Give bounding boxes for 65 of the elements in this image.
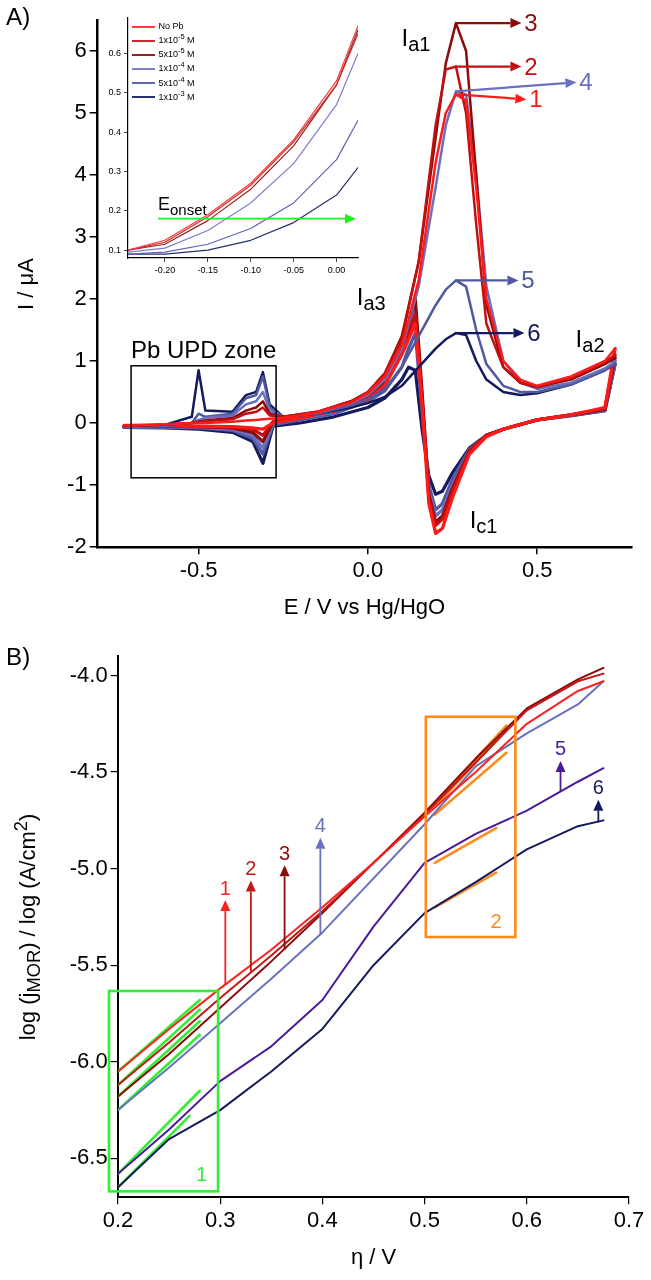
y-tick-label: 0.3 bbox=[108, 165, 121, 176]
annotation: 3 bbox=[524, 9, 538, 37]
annotation: 6 bbox=[527, 319, 541, 347]
x-tick-label: -0.20 bbox=[154, 264, 176, 275]
annotation: 4 bbox=[579, 68, 593, 96]
x-tick-label: 0.5 bbox=[409, 1206, 440, 1232]
y-tick-label: -5.5 bbox=[69, 951, 108, 977]
x-tick-label: 0.3 bbox=[204, 1206, 236, 1232]
annotation: I$_{a2}$ bbox=[575, 324, 605, 356]
x-tick-label: -0.15 bbox=[197, 264, 219, 275]
x-tick-label: 0.4 bbox=[307, 1206, 338, 1232]
y-tick-label: 6 bbox=[74, 37, 87, 63]
y-tick-label: -5.0 bbox=[69, 854, 108, 880]
annotation: 1 bbox=[219, 876, 231, 899]
x-tick-label: 0.5 bbox=[521, 556, 553, 582]
legend-label: 1x10$^{-4}$ M bbox=[158, 60, 195, 74]
y-tick-label: -6.0 bbox=[69, 1047, 108, 1073]
y-tick-label: 2 bbox=[74, 285, 87, 311]
annotation: 5 bbox=[554, 736, 567, 759]
chart-title: B) bbox=[6, 643, 31, 670]
x-tick-label: 0.00 bbox=[327, 264, 346, 275]
x-axis-title: η / V bbox=[350, 1244, 397, 1270]
annotation: I$_{a1}$ bbox=[401, 23, 431, 56]
ref-line-label: E$_{onset}$ bbox=[158, 194, 207, 218]
legend-label: 1x10$^{-5}$ M bbox=[158, 32, 195, 46]
y-tick-label: 0 bbox=[74, 409, 87, 435]
annotation: 1 bbox=[195, 1162, 208, 1185]
y-tick-label: 0.1 bbox=[108, 244, 121, 255]
annotation: 2 bbox=[490, 909, 502, 932]
y-tick-label: -4.0 bbox=[69, 661, 108, 687]
y-tick-label: 0.2 bbox=[108, 205, 121, 216]
x-tick-label: 0.0 bbox=[352, 556, 384, 582]
annotation: 5 bbox=[521, 266, 535, 294]
x-tick-label: -0.10 bbox=[240, 264, 261, 275]
y-tick-label: 3 bbox=[74, 223, 87, 249]
x-tick-label: -0.5 bbox=[179, 556, 218, 582]
y-tick-label: -1 bbox=[67, 471, 87, 497]
annotation: Pb UPD zone bbox=[130, 336, 277, 364]
y-tick-label: 1 bbox=[74, 347, 87, 373]
y-tick-label: 0.4 bbox=[108, 126, 121, 137]
annotation: 1 bbox=[529, 85, 543, 113]
y-tick-label: 0.5 bbox=[108, 87, 121, 98]
x-axis-title: E / V vs Hg/HgO bbox=[283, 594, 446, 620]
y-tick-label: -2 bbox=[67, 533, 87, 559]
x-tick-label: 0.7 bbox=[613, 1206, 645, 1232]
annotation: I$_{a3}$ bbox=[356, 282, 386, 315]
annotation: I$_{c1}$ bbox=[469, 505, 498, 538]
y-tick-label: -6.5 bbox=[69, 1144, 108, 1170]
y-tick-label: 4 bbox=[74, 161, 87, 187]
annotation: 6 bbox=[592, 775, 604, 798]
annotation: 4 bbox=[314, 813, 326, 836]
x-tick-label: 0.6 bbox=[511, 1206, 543, 1232]
annotation: 2 bbox=[245, 856, 257, 879]
y-tick-label: 5 bbox=[74, 99, 87, 125]
chart-title: A) bbox=[6, 3, 31, 30]
legend-label: 5x10$^{-5}$ M bbox=[158, 46, 195, 60]
legend-label: No Pb bbox=[158, 21, 184, 31]
annotation: 2 bbox=[524, 52, 538, 80]
y-tick-label: 0.6 bbox=[108, 47, 121, 58]
y-axis-title: I / μA bbox=[13, 257, 39, 310]
y-tick-label: -4.5 bbox=[69, 758, 108, 784]
annotation: 3 bbox=[279, 841, 291, 864]
x-tick-label: -0.05 bbox=[283, 264, 304, 275]
legend-label: 1x10$^{-3}$ M bbox=[158, 88, 195, 102]
legend-label: 5x10$^{-4}$ M bbox=[158, 74, 195, 88]
